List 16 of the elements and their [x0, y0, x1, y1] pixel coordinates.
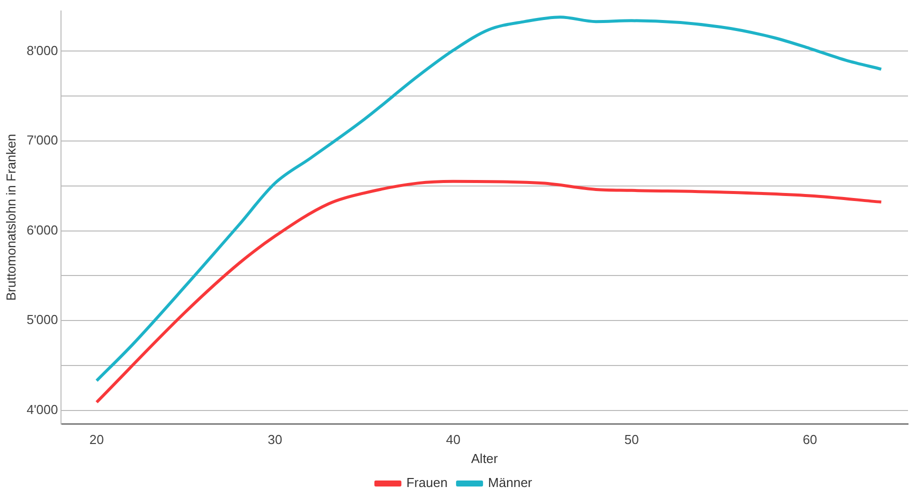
y-tick-label: 8'000: [26, 42, 58, 58]
legend-label: Frauen: [406, 475, 448, 490]
y-tick-label: 7'000: [26, 132, 58, 148]
y-tick-label: 4'000: [26, 402, 58, 417]
x-tick-label: 30: [268, 432, 282, 448]
x-axis-title: Alter: [471, 450, 499, 466]
x-tick-label: 60: [802, 432, 818, 448]
y-tick-label: 5'000: [26, 312, 58, 328]
x-tick-label: 50: [624, 432, 639, 448]
line-series: [95, 16, 883, 382]
y-tick-label: 6'000: [26, 222, 58, 238]
y-axis-title: Bruttomonatslohn in Franken: [3, 134, 18, 301]
legend-label: Männer: [488, 475, 533, 490]
x-tick-label: 20: [89, 432, 104, 448]
line-series: [95, 180, 883, 404]
x-tick-label: 40: [446, 432, 461, 448]
